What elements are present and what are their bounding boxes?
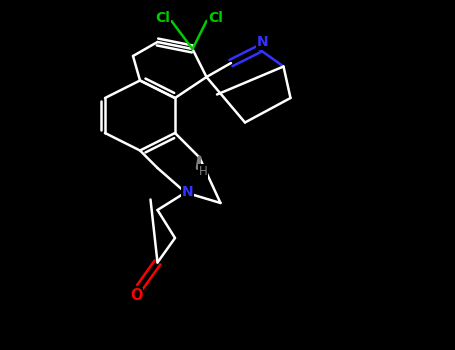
Text: N: N bbox=[182, 186, 193, 199]
Text: Cl: Cl bbox=[208, 10, 222, 25]
Text: N: N bbox=[257, 35, 268, 49]
Text: Cl: Cl bbox=[155, 10, 170, 25]
Text: O: O bbox=[130, 288, 143, 303]
Text: H: H bbox=[199, 165, 207, 178]
